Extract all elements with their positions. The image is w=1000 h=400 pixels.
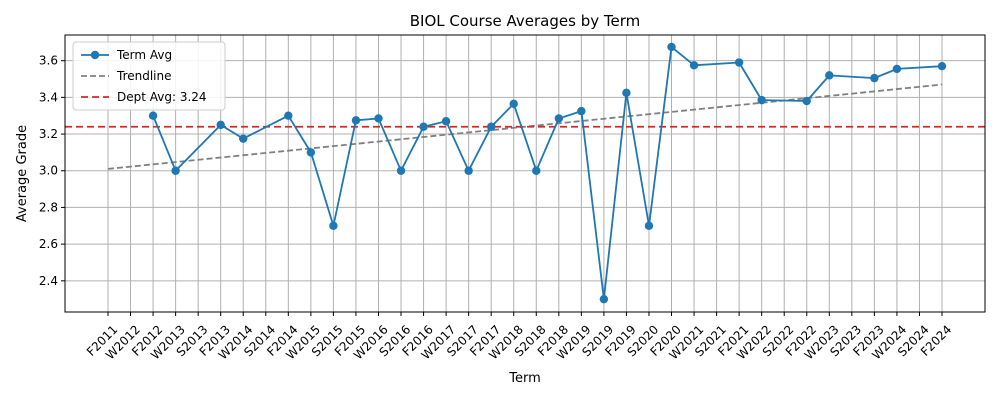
term-average-point (892, 64, 902, 74)
y-tick-label: 3.2 (39, 127, 58, 141)
y-tick-labels: 2.4 2.6 2.8 3.0 3.2 3.4 3.6 (39, 54, 65, 288)
term-average-point (667, 42, 676, 52)
term-average-point (306, 148, 316, 157)
legend-label: Trendline (116, 69, 172, 83)
x-tick-labels: F2011W2012F2012W2013S2013F2013W2014S2014… (84, 312, 954, 362)
term-average-point (622, 88, 631, 97)
y-tick-label: 2.4 (39, 274, 58, 288)
term-average-point (419, 122, 428, 131)
y-tick-label: 3.6 (39, 54, 58, 68)
term-average-point (532, 166, 541, 175)
legend-label: Term Avg (116, 48, 172, 62)
term-average-point (329, 221, 338, 230)
term-average-point (284, 111, 293, 120)
term-average-point (374, 114, 383, 123)
y-tick-label: 3.4 (39, 90, 58, 104)
term-average-point (937, 61, 947, 71)
term-average-point (644, 221, 654, 230)
term-average-point (757, 95, 766, 105)
term-average-point (870, 73, 879, 83)
x-axis-label: Term (508, 371, 541, 386)
legend-label: Dept Avg: 3.24 (117, 90, 207, 104)
term-average-layer (148, 42, 947, 304)
term-average-point (239, 134, 248, 143)
term-average-point (171, 166, 180, 175)
term-average-point (396, 166, 406, 175)
term-average-point (464, 166, 473, 175)
plot-frame (64, 34, 986, 313)
y-axis-label: Average Grade (15, 125, 30, 222)
term-average-point (509, 99, 518, 108)
term-average-point (351, 116, 361, 125)
y-tick-label: 3.0 (39, 164, 58, 178)
term-average-point (599, 294, 609, 304)
trendline (107, 83, 943, 170)
legend-marker (90, 50, 100, 60)
term-average-point (577, 106, 586, 116)
y-tick-label: 2.8 (39, 200, 58, 214)
legend: Term Avg Trendline Dept Avg: 3.24 (72, 41, 226, 111)
trendline-layer (107, 83, 943, 170)
legend-box (72, 41, 226, 111)
term-average-point (554, 114, 564, 123)
term-average-point (486, 122, 496, 131)
term-average-point (825, 71, 834, 80)
term-average-point (689, 61, 699, 70)
chart-title: BIOL Course Averages by Term (410, 12, 641, 30)
term-average-point (148, 111, 158, 120)
y-tick-label: 2.6 (39, 237, 58, 251)
term-average-point (734, 58, 744, 67)
term-average-point (802, 96, 811, 106)
term-average-point (441, 117, 451, 126)
term-average-line (152, 46, 943, 301)
term-average-point (216, 120, 225, 130)
